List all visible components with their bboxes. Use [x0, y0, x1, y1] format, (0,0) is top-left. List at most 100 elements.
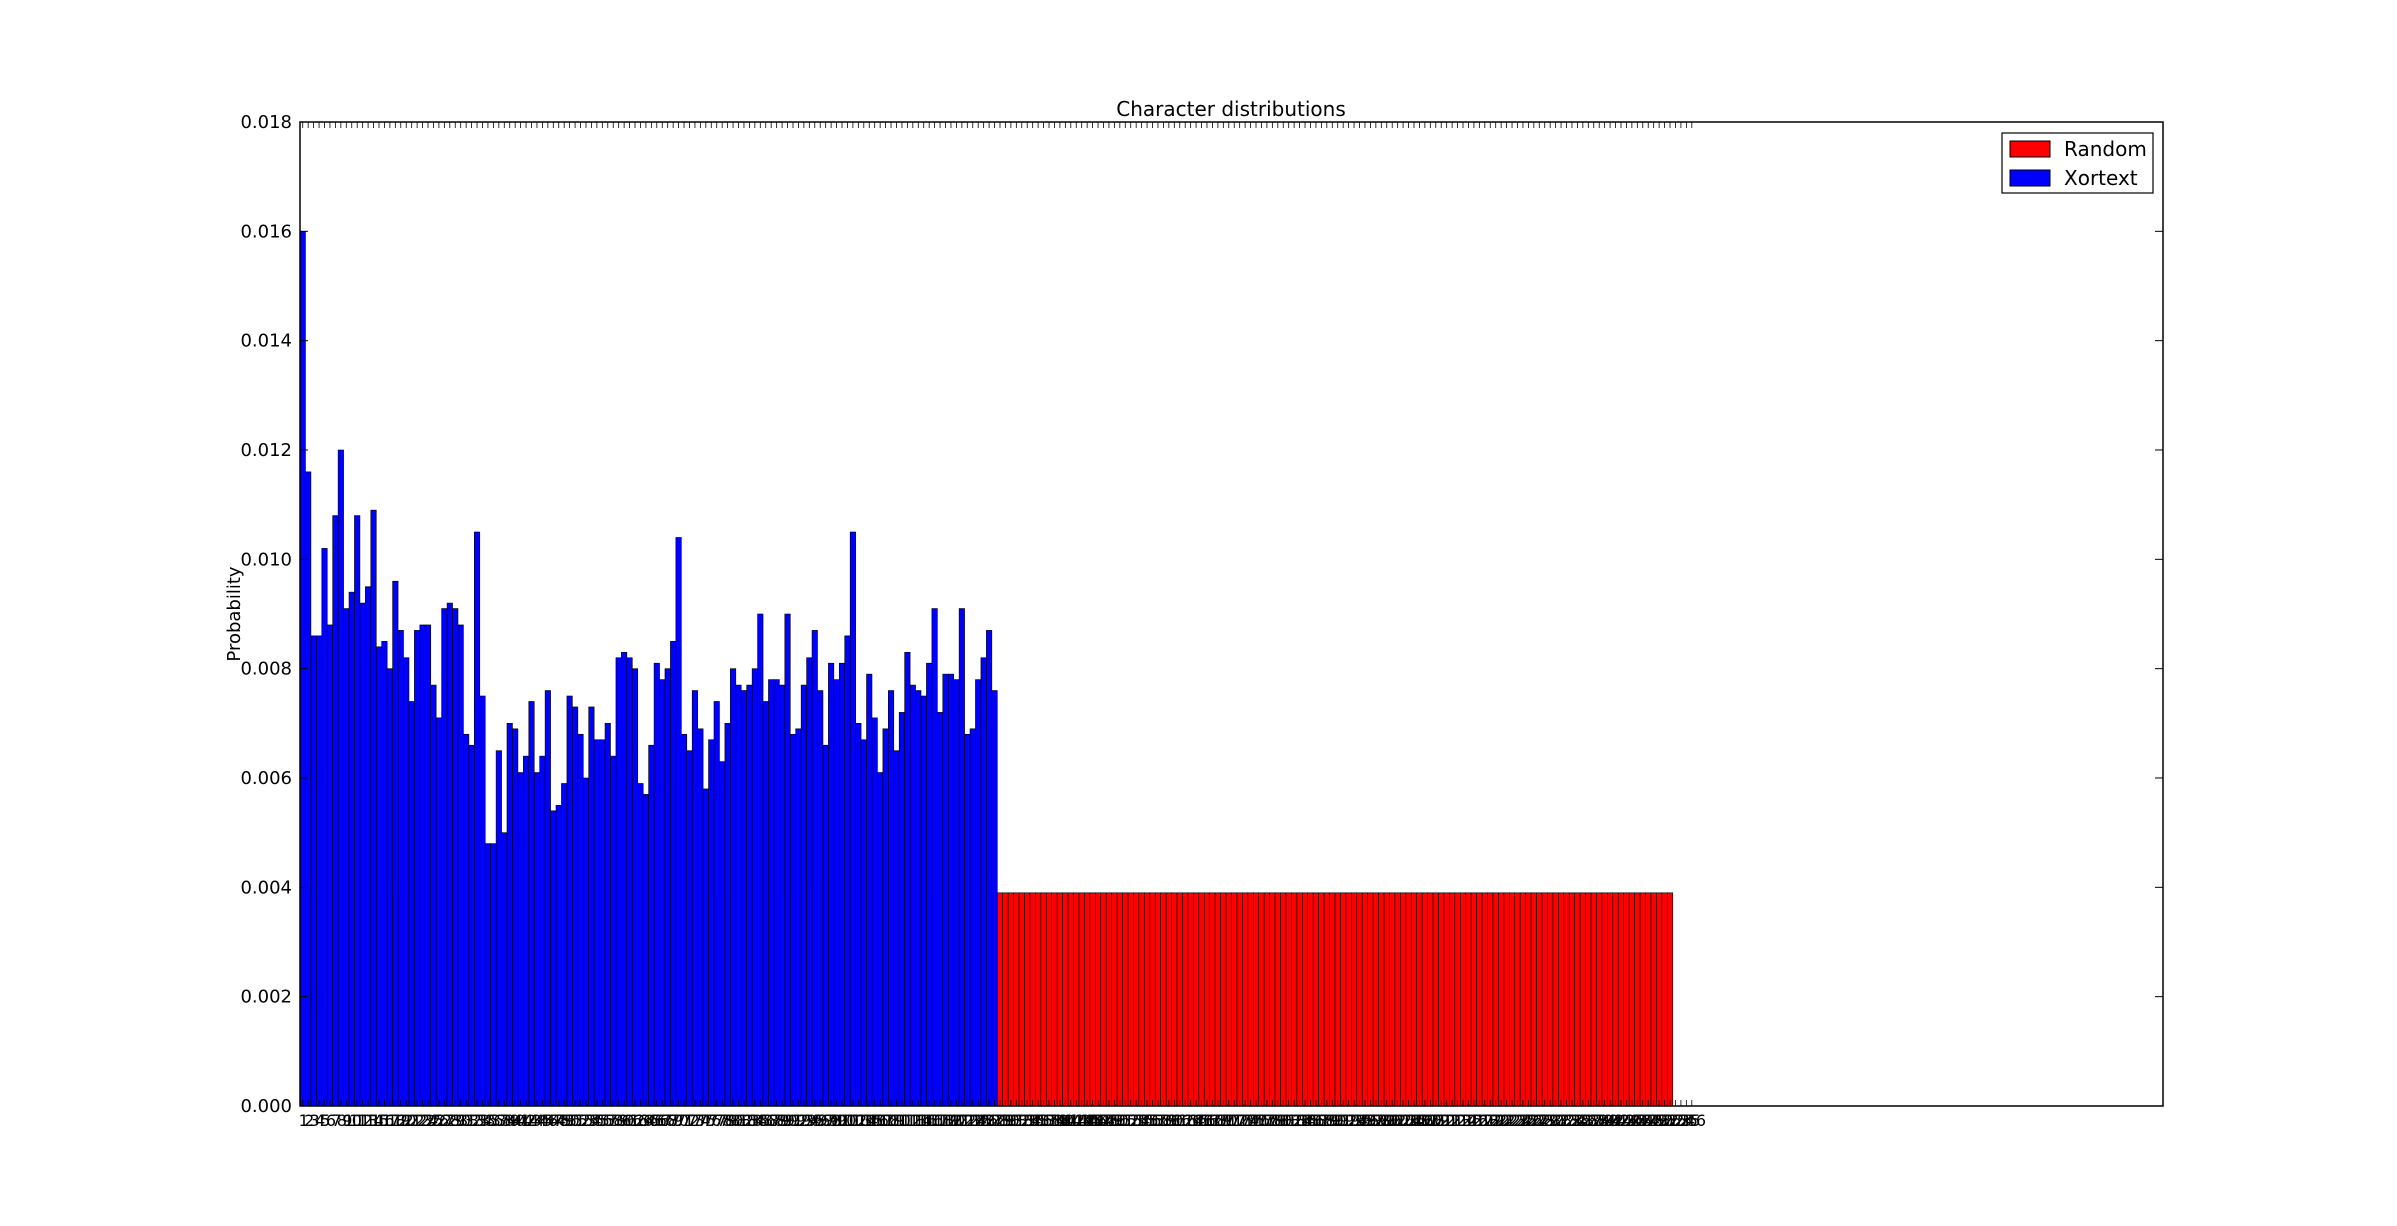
- xortext-bar: [463, 733, 470, 1107]
- random-bar: [1623, 892, 1630, 1107]
- x-tick-label: 189: [1315, 1111, 1341, 1130]
- x-tick-label: 179: [1260, 1111, 1286, 1130]
- xortext-bar: [326, 624, 333, 1107]
- random-bar: [1617, 892, 1625, 1107]
- x-tick-label: 54: [583, 1111, 601, 1130]
- random-bar: [1410, 892, 1418, 1107]
- x-tick-label: 136: [1026, 1111, 1052, 1130]
- x-tick-label: 100: [830, 1111, 856, 1130]
- random-bar: [1367, 892, 1374, 1107]
- xortext-bar: [860, 739, 867, 1107]
- random-bar: [1252, 892, 1260, 1107]
- xortext-bar: [713, 701, 720, 1107]
- xortext-bar: [474, 531, 481, 1107]
- random-bar: [1274, 892, 1281, 1107]
- x-tick-label: 53: [578, 1111, 595, 1130]
- xortext-bar: [528, 701, 535, 1107]
- xortext-bar: [942, 673, 949, 1107]
- x-tick-label: 67: [654, 1111, 671, 1130]
- xortext-bar: [566, 695, 573, 1107]
- xortext-bar: [408, 701, 415, 1107]
- xortext-bar: [937, 712, 944, 1107]
- x-tick-label: 211: [1434, 1111, 1459, 1130]
- x-tick-label: 177: [1249, 1111, 1274, 1130]
- x-tick-label: 159: [1151, 1111, 1177, 1130]
- x-tick-label: 69: [665, 1111, 683, 1130]
- x-tick-label: 200: [1374, 1111, 1400, 1130]
- random-bar: [1220, 892, 1227, 1107]
- x-tick-label: 175: [1238, 1111, 1263, 1130]
- xortext-bar: [931, 608, 938, 1107]
- random-bar: [1601, 892, 1608, 1107]
- xortext-bar: [343, 608, 350, 1107]
- x-tick-label: 173: [1227, 1111, 1252, 1130]
- x-tick-label: 1: [299, 1111, 308, 1130]
- random-bar: [1487, 892, 1494, 1107]
- x-tick-label: 135: [1020, 1111, 1045, 1130]
- x-tick-label: 195: [1347, 1111, 1372, 1130]
- x-tick-label: 163: [1173, 1111, 1198, 1130]
- x-tick-label: 249: [1641, 1111, 1667, 1130]
- x-tick-label: 150: [1102, 1111, 1128, 1130]
- xortext-bar: [615, 657, 622, 1107]
- random-bar: [1138, 892, 1145, 1107]
- x-tick-label: 87: [763, 1111, 780, 1130]
- x-tick-label: 252: [1658, 1111, 1683, 1130]
- x-tick-label: 185: [1293, 1111, 1318, 1130]
- x-tick-label: 110: [884, 1111, 910, 1130]
- xortext-bar: [773, 679, 780, 1107]
- x-tick-label: 43: [523, 1111, 540, 1130]
- x-tick-label: 165: [1184, 1111, 1209, 1130]
- random-bar: [1111, 892, 1118, 1107]
- random-bar: [1536, 892, 1543, 1107]
- x-tick-label: 113: [901, 1111, 926, 1130]
- xortext-bar: [653, 662, 660, 1107]
- x-tick-label: 27: [436, 1111, 453, 1130]
- x-tick-label: 164: [1178, 1111, 1204, 1130]
- xortext-bar: [659, 679, 666, 1107]
- x-tick-label: 205: [1402, 1111, 1427, 1130]
- x-tick-label: 212: [1440, 1111, 1465, 1130]
- xortext-bars: [299, 231, 998, 1107]
- random-bar: [1225, 892, 1232, 1107]
- x-tick-label: 124: [960, 1111, 986, 1130]
- xortext-bar: [446, 602, 453, 1107]
- xortext-bar: [321, 548, 328, 1107]
- xortext-bar: [975, 679, 982, 1107]
- xortext-bar: [392, 580, 399, 1107]
- xortext-bar: [561, 783, 568, 1107]
- xortext-bar: [888, 690, 895, 1107]
- xortext-bar: [795, 728, 802, 1107]
- random-bar: [1568, 892, 1575, 1107]
- xortext-bar: [898, 712, 905, 1107]
- xortext-bar: [604, 723, 611, 1107]
- xortext-bar: [517, 772, 524, 1107]
- xortext-bar: [751, 668, 758, 1107]
- x-tick-label: 78: [714, 1111, 732, 1130]
- x-tick-label: 14: [365, 1111, 383, 1130]
- x-tick-label: 60: [616, 1111, 634, 1130]
- xortext-bar: [849, 531, 856, 1107]
- xortext-bar: [544, 690, 551, 1107]
- random-bar: [1002, 892, 1009, 1107]
- x-tick-label: 194: [1342, 1111, 1368, 1130]
- x-tick-label: 216: [1462, 1111, 1488, 1130]
- xortext-bar: [305, 471, 312, 1107]
- y-tick-label: 0.006: [240, 768, 292, 789]
- random-bar: [1525, 892, 1532, 1107]
- random-bar: [1133, 892, 1140, 1107]
- x-tick-label: 140: [1048, 1111, 1074, 1130]
- x-tick-label: 101: [835, 1111, 860, 1130]
- x-tick-label: 214: [1451, 1111, 1477, 1130]
- x-tick-label: 88: [768, 1111, 786, 1130]
- x-tick-label: 196: [1353, 1111, 1379, 1130]
- x-tick-label: 92: [790, 1111, 807, 1130]
- y-tick-label: 0.004: [240, 877, 292, 898]
- x-tick-label: 23: [414, 1111, 431, 1130]
- xortext-bar: [909, 684, 916, 1107]
- x-tick-label: 26: [431, 1111, 449, 1130]
- x-tick-label: 233: [1554, 1111, 1579, 1130]
- legend-swatch-random: [2009, 140, 2051, 158]
- random-bar: [1459, 892, 1467, 1107]
- random-bar: [1105, 892, 1112, 1107]
